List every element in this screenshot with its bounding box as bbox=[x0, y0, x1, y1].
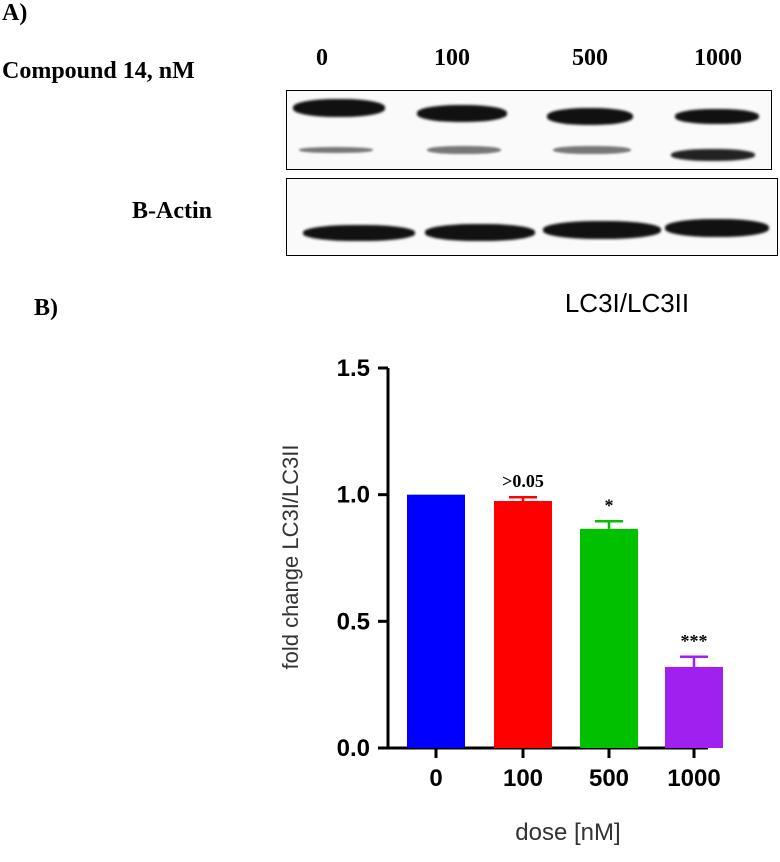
blot-band bbox=[427, 146, 501, 154]
blot-band bbox=[671, 149, 755, 161]
x-tick-label: 0 bbox=[429, 765, 442, 792]
blot-band bbox=[553, 146, 631, 154]
western-blot-actin bbox=[286, 178, 778, 256]
b-actin-label: B-Actin bbox=[132, 198, 212, 224]
y-tick-label: 1.0 bbox=[337, 482, 370, 509]
compound-label: Compound 14, nM bbox=[2, 58, 195, 84]
y-tick-label: 0.5 bbox=[337, 608, 370, 635]
x-axis-label: dose [nM] bbox=[515, 819, 620, 846]
bar bbox=[580, 528, 638, 748]
x-tick-label: 100 bbox=[503, 765, 543, 792]
significance-label: *** bbox=[681, 631, 708, 651]
chart-title: LC3I/LC3II bbox=[565, 288, 689, 318]
significance-label: * bbox=[605, 495, 614, 515]
x-tick-label: 1000 bbox=[667, 765, 720, 792]
blot-band bbox=[425, 224, 535, 241]
blot-band bbox=[303, 225, 415, 241]
lane-label: 1000 bbox=[694, 45, 742, 71]
bar bbox=[665, 666, 723, 748]
blot-band bbox=[543, 221, 661, 239]
western-blot-lc3 bbox=[286, 90, 772, 170]
significance-label: >0.05 bbox=[502, 471, 544, 491]
lane-label: 500 bbox=[572, 45, 608, 71]
lane-label: 100 bbox=[434, 45, 470, 71]
y-tick-label: 1.5 bbox=[337, 355, 370, 382]
x-tick-label: 500 bbox=[589, 765, 629, 792]
bar bbox=[494, 501, 552, 748]
y-tick-label: 0.0 bbox=[337, 735, 370, 762]
blot-band bbox=[299, 147, 373, 153]
blot-band bbox=[547, 108, 633, 125]
blot-band bbox=[675, 109, 759, 124]
bar bbox=[407, 494, 465, 748]
panel-b-label: B) bbox=[34, 295, 58, 321]
blot-band bbox=[293, 99, 385, 117]
blot-band bbox=[417, 105, 507, 122]
y-axis-label: fold change LC3I/LC3II bbox=[278, 444, 303, 669]
blot-band bbox=[665, 219, 769, 237]
panel-a-label: A) bbox=[2, 0, 28, 26]
lane-label: 0 bbox=[316, 45, 328, 71]
